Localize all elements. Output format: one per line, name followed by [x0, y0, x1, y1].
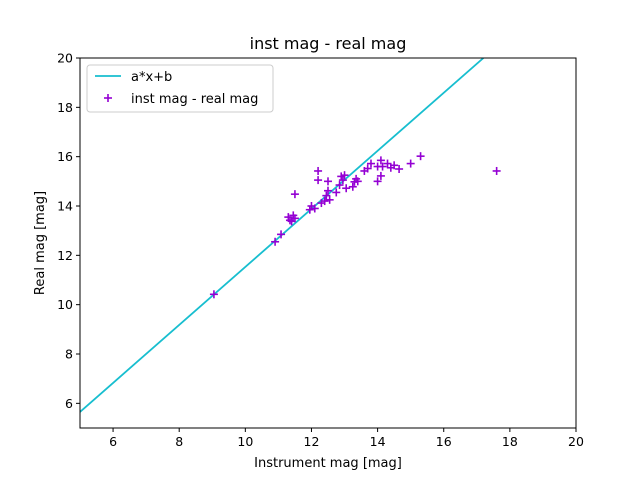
data-point [324, 177, 332, 186]
data-point [322, 191, 331, 200]
y-axis: 6 8 10 12 14 16 18 20 [57, 51, 80, 411]
x-axis: 6 8 10 12 14 16 18 20 [109, 428, 584, 449]
data-point [348, 182, 357, 191]
data-point [492, 166, 501, 175]
data-point [290, 214, 299, 223]
y-tick-label: 8 [65, 347, 73, 362]
data-point [363, 164, 372, 173]
data-point [373, 177, 382, 186]
data-point [305, 205, 314, 214]
x-tick-label: 10 [237, 434, 253, 449]
data-point [314, 176, 323, 185]
data-point [353, 177, 362, 186]
data-point [277, 230, 286, 239]
y-tick-label: 14 [57, 199, 73, 214]
data-point [416, 152, 425, 161]
data-point [320, 197, 329, 206]
data-point [310, 204, 319, 213]
x-tick-label: 6 [109, 434, 117, 449]
data-point [340, 171, 349, 180]
data-point [290, 190, 299, 199]
x-tick-label: 20 [568, 434, 584, 449]
data-point [324, 186, 332, 195]
data-point [325, 195, 334, 204]
y-tick-label: 12 [57, 248, 73, 263]
data-point [376, 156, 385, 165]
y-tick-label: 18 [57, 100, 73, 115]
data-point [209, 290, 218, 299]
data-point [383, 159, 392, 168]
legend-box [86, 64, 274, 113]
x-tick-label: 16 [436, 434, 452, 449]
y-axis-title: Real mag [mag] [33, 191, 48, 295]
y-tick-label: 16 [57, 149, 73, 164]
y-tick-label: 6 [65, 396, 73, 411]
data-point [378, 162, 387, 171]
data-point [390, 161, 399, 170]
legend-label-fit: a*x+b [131, 70, 172, 85]
legend-marker-swatch [104, 94, 112, 102]
legend: a*x+b inst mag - real mag [86, 64, 274, 113]
data-point [366, 159, 375, 168]
data-point [285, 216, 294, 225]
x-tick-label: 8 [175, 434, 183, 449]
data-point [395, 165, 404, 173]
data-point [332, 188, 341, 197]
data-point [342, 184, 351, 193]
x-tick-label: 18 [502, 434, 518, 449]
data-point [314, 166, 323, 175]
data-point [376, 171, 385, 180]
plot-content [80, 58, 501, 413]
legend-label-data: inst mag - real mag [131, 92, 258, 107]
chart-title: inst mag - real mag [250, 34, 407, 53]
data-point [338, 176, 347, 185]
data-point [335, 181, 344, 190]
data-point [406, 159, 415, 168]
data-point [271, 237, 280, 246]
plot-area [80, 58, 501, 413]
y-tick-label: 20 [57, 51, 73, 66]
y-tick-label: 10 [57, 297, 73, 312]
x-tick-label: 14 [370, 434, 386, 449]
plot-frame [79, 57, 577, 429]
x-tick-label: 12 [304, 434, 320, 449]
x-axis-title: Instrument mag [mag] [254, 456, 402, 471]
